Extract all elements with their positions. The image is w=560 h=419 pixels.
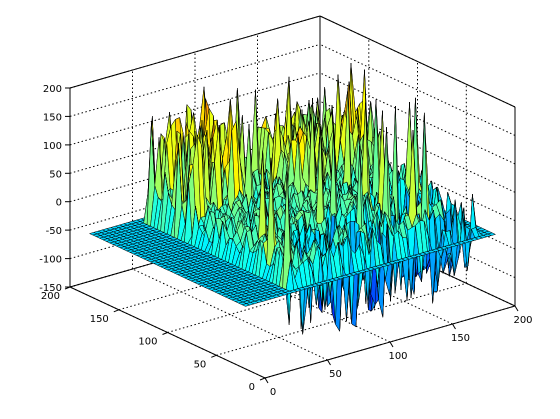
grid-line-z [69,72,321,146]
z-tick-label: -150 [39,283,62,294]
y-tick-label: 200 [41,291,60,302]
z-tick-label: -100 [39,255,62,266]
x-tick [452,323,456,330]
z-tick-label: -50 [46,226,62,237]
y-tick [162,332,168,335]
z-tick-label: 150 [43,112,62,123]
right-top-edge [319,15,516,108]
tick-labels: 050100150200050100150200-150-100-5005010… [39,84,532,398]
grid-line-z [69,15,321,89]
y-tick-label: 50 [194,359,207,370]
x-tick-label: 0 [270,387,276,398]
x-tick-label: 50 [329,369,342,380]
axes-front-edges [64,87,519,384]
z-tick-label: 0 [56,198,62,209]
y-tick [113,309,119,313]
x-tick-label: 150 [451,333,470,344]
grid-line-z [69,43,321,117]
z-tick-label: 200 [43,84,62,95]
z-tick-label: 50 [49,169,62,180]
x-tick [389,341,394,348]
x-tick [327,359,331,366]
z-tick-label: 100 [43,141,62,152]
surface-mesh [88,62,497,335]
surface-patch [487,232,497,236]
x-tick [514,305,519,312]
y-tick [259,377,266,381]
grid-line-y [216,282,467,356]
y-tick-label: 150 [90,314,109,325]
y-tick [211,354,217,358]
x-tick-label: 100 [388,351,407,362]
x-tick-label: 200 [513,315,532,326]
y-tick-label: 100 [138,337,157,348]
x-tick [264,377,269,384]
y-tick-label: 0 [249,382,255,393]
